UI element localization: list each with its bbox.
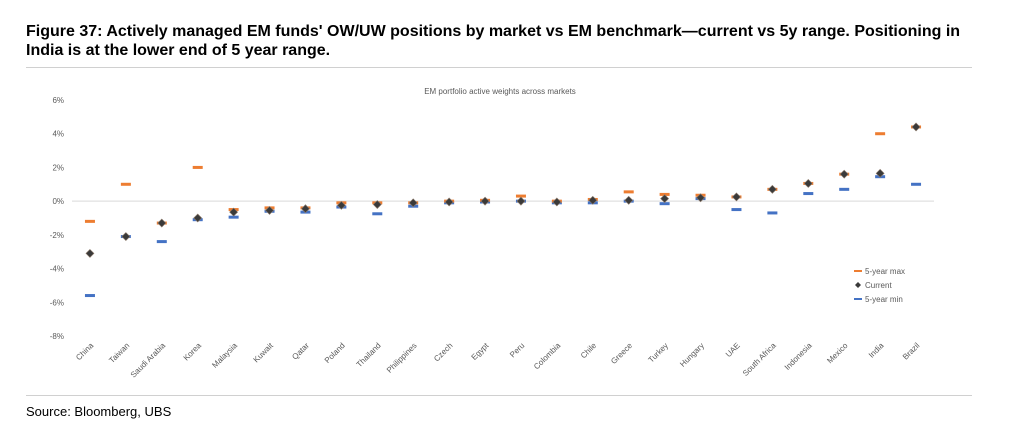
y-tick-label: -8% [50,332,64,341]
current-point [624,195,634,205]
5-year-min-point [911,182,922,186]
legend-swatch-current [855,282,861,288]
current-point [193,213,203,223]
5-year-min-point [84,294,95,298]
5-year-min-point [803,192,814,196]
x-tick-label: Chile [579,341,599,361]
x-tick-label: Poland [323,341,347,365]
x-tick-label: Colombia [532,341,563,372]
x-tick-label: Mexico [825,341,850,366]
current-point [408,198,418,208]
figure-title: Figure 37: Actively managed EM funds' OW… [26,23,961,59]
legend-label-5-year-min: 5-year min [865,295,903,304]
current-point [732,192,741,202]
x-tick-label: Korea [182,341,204,363]
legend-swatch-5-year-max [854,270,862,272]
x-tick-label: Czech [432,341,454,363]
5-year-min-point [767,211,778,215]
current-point [444,197,454,207]
current-point [229,207,239,217]
current-point [121,232,131,241]
x-tick-label: Egypt [470,341,491,362]
current-point [480,196,490,206]
current-point [875,168,885,178]
5-year-min-point [731,208,742,212]
5-year-min-point [839,187,850,191]
current-point [85,248,95,258]
x-tick-label: Philippines [385,341,419,375]
legend-label-5-year-max: 5-year max [865,267,905,276]
source-note: Source: Bloomberg, UBS [26,404,172,419]
5-year-min-point [659,202,670,206]
x-tick-label: Taiwan [107,341,131,365]
x-tick-label: Thailand [355,341,383,369]
5-year-max-point [875,132,886,136]
y-tick-label: -2% [50,231,64,240]
x-tick-label: Malaysia [210,341,239,370]
x-tick-label: Turkey [647,341,670,364]
current-point [660,194,670,204]
current-point [803,179,813,188]
data-marks [84,122,922,298]
current-point [839,169,849,179]
5-year-max-point [84,219,95,223]
legend-label-current: Current [865,281,892,290]
current-point [372,200,382,209]
current-point [588,195,598,205]
x-tick-label: Indonesia [783,341,814,372]
x-tick-label: Peru [508,341,526,359]
x-tick-label: Brazil [901,341,922,362]
5-year-min-point [156,240,167,244]
x-tick-label: Kuwait [252,341,276,365]
current-point [301,204,310,214]
current-point [516,196,526,206]
current-point [265,205,274,215]
x-tick-label: UAE [724,341,742,359]
legend-swatch-5-year-min [854,298,862,300]
5-year-min-point [372,212,383,216]
y-tick-label: -4% [50,265,64,274]
y-tick-label: 0% [52,197,64,206]
x-tick-label: India [867,341,886,360]
current-point [696,193,705,203]
current-point [336,200,346,210]
current-point [157,218,167,228]
y-tick-label: -6% [50,298,64,307]
source-divider [26,395,972,396]
5-year-min-point [228,215,239,219]
y-tick-label: 2% [52,163,64,172]
y-axis: -8% -6% -4% -2% 0% 2% 4% 6% [50,96,64,341]
scatter-chart: EM portfolio active weights across marke… [50,87,934,380]
current-point [552,197,562,207]
5-year-max-point [120,182,131,186]
title-divider [26,67,972,68]
x-tick-label: Greece [609,341,634,366]
legend: 5-year max Current 5-year min [854,267,905,304]
5-year-max-point [515,194,526,198]
x-tick-label: Hungary [678,341,706,369]
x-tick-label: Saudi Arabia [129,341,168,380]
x-tick-label: China [74,341,96,363]
current-point [767,184,777,194]
x-tick-label: South Africa [741,341,778,378]
y-tick-label: 4% [52,130,64,139]
x-tick-label: Qatar [290,341,311,362]
y-tick-label: 6% [52,96,64,105]
5-year-max-point [192,165,203,169]
current-point [911,122,921,132]
5-year-max-point [623,190,634,194]
chart-title: EM portfolio active weights across marke… [424,87,576,96]
